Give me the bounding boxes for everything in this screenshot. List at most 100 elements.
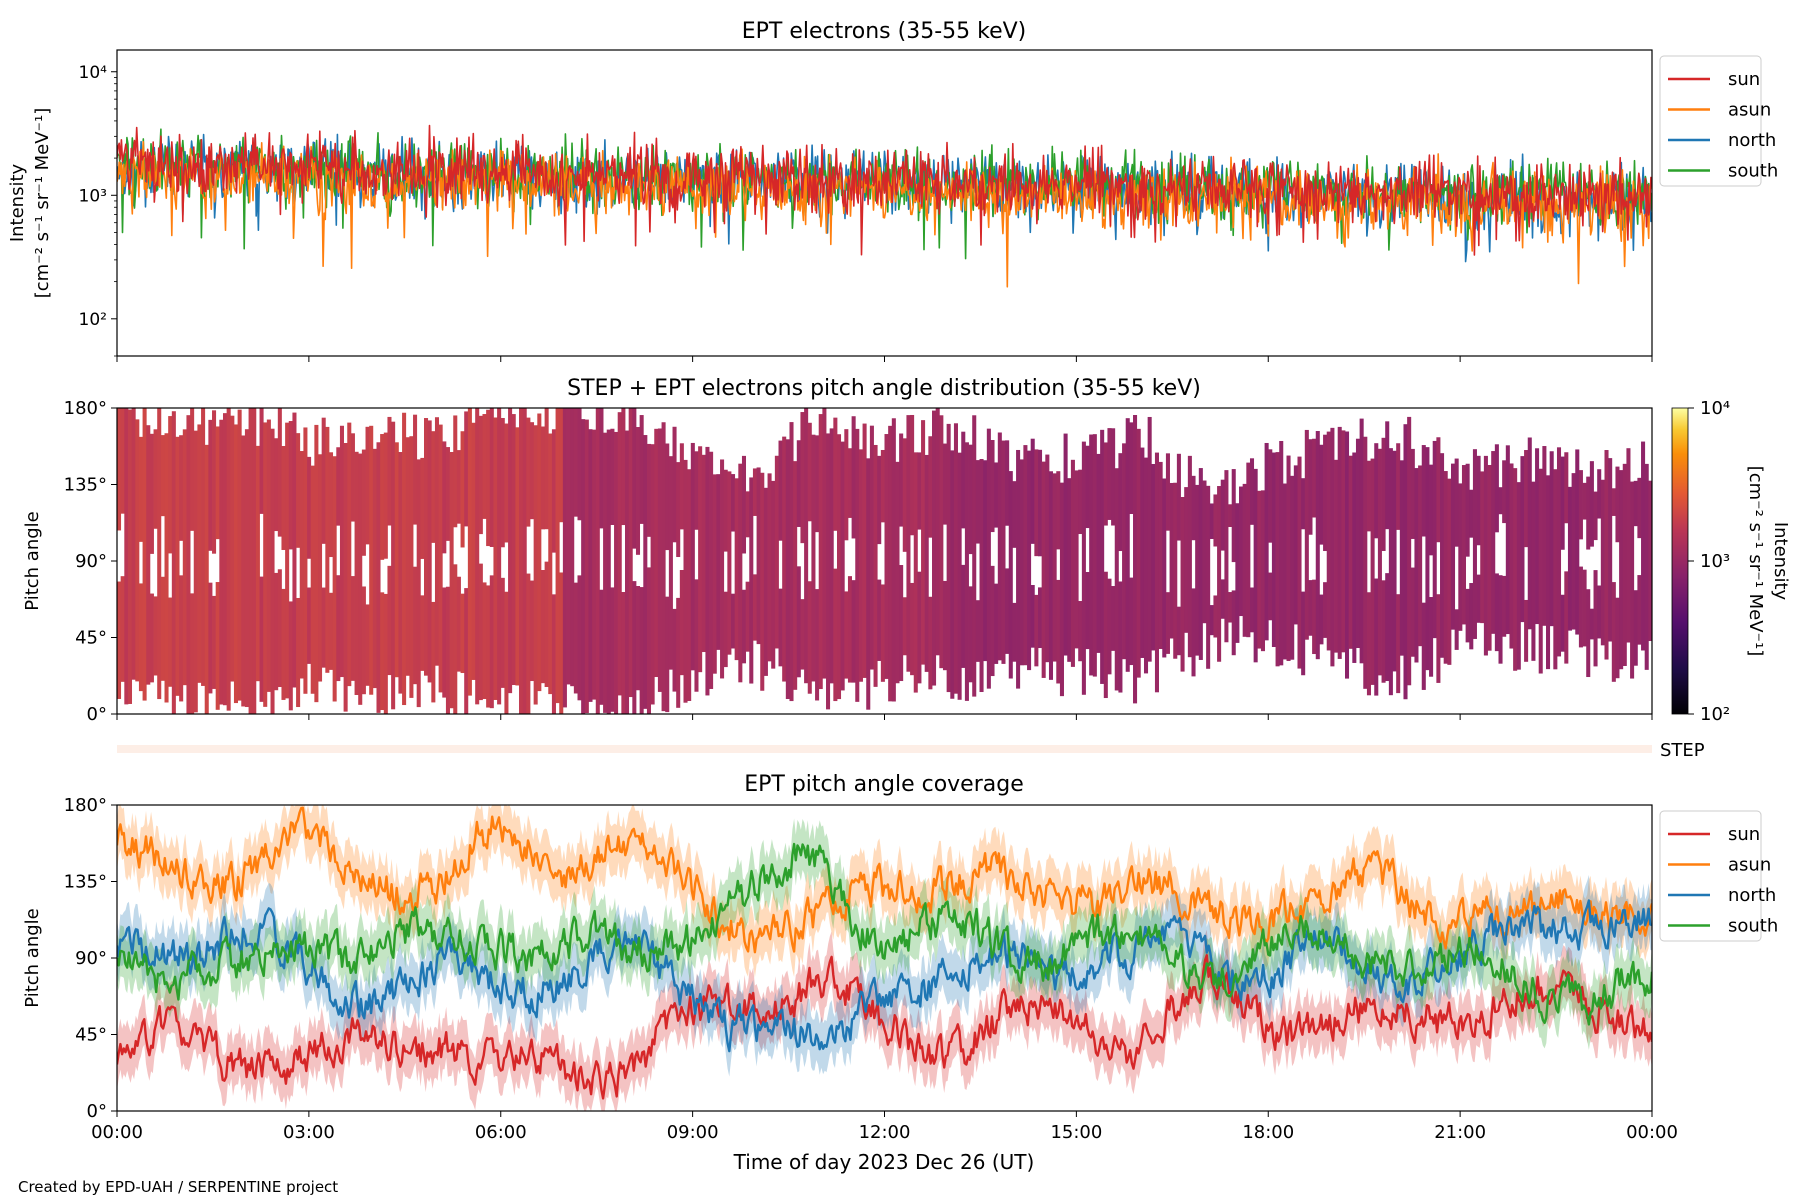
heatmap-cell — [1323, 582, 1328, 638]
panel2-x-ticks — [116, 714, 1653, 720]
heatmap-cell — [1582, 569, 1587, 647]
heatmap-cell — [1582, 482, 1587, 520]
heatmap-cell — [815, 589, 820, 701]
heatmap-cell — [614, 431, 619, 714]
heatmap-cell — [212, 410, 217, 554]
heatmap-cell — [475, 408, 480, 705]
x-tick-label: 06:00 — [475, 1122, 527, 1143]
heatmap-cell — [1279, 440, 1284, 666]
heatmap-cell — [1154, 452, 1159, 693]
heatmap-cell — [1122, 443, 1127, 660]
heatmap-cell — [573, 582, 578, 694]
heatmap-cell — [489, 408, 494, 547]
heatmap-cell — [1231, 469, 1236, 563]
heatmap-cell — [486, 409, 491, 547]
heatmap-cell — [1337, 426, 1342, 659]
heatmap-cell — [1494, 573, 1499, 652]
heatmap-cell — [1615, 597, 1620, 679]
heatmap-cell — [829, 428, 834, 684]
heatmap-cell — [818, 414, 823, 690]
heatmap-cell — [939, 415, 944, 669]
heatmap-cell — [635, 586, 641, 691]
heatmap-cell — [508, 408, 513, 694]
heatmap-cell — [994, 583, 999, 664]
heatmap-cell — [1308, 580, 1313, 636]
heatmap-cell — [303, 427, 308, 694]
panel3-ylabel: Pitch angle — [22, 908, 43, 1007]
heatmap-cell — [1593, 570, 1598, 667]
heatmap-cell — [1191, 588, 1196, 677]
heatmap-cell — [891, 418, 896, 702]
heatmap-cell — [153, 429, 158, 529]
heatmap-cell — [230, 415, 235, 682]
heatmap-cell — [1611, 488, 1616, 516]
heatmap-cell — [237, 409, 242, 701]
heatmap-cell — [233, 424, 238, 704]
heatmap-cell — [1630, 481, 1635, 679]
heatmap-cell — [1560, 594, 1565, 652]
heatmap-cell — [1070, 459, 1075, 667]
heatmap-cell — [687, 469, 692, 701]
heatmap-cell — [1326, 431, 1331, 651]
heatmap-cell — [720, 459, 725, 679]
y-tick-label: 45° — [75, 1025, 107, 1046]
heatmap-cell — [562, 408, 567, 708]
heatmap-cell — [120, 408, 125, 514]
heatmap-cell — [1213, 494, 1218, 547]
heatmap-cell — [413, 414, 418, 525]
heatmap-cell — [1556, 447, 1562, 657]
heatmap-cell — [1567, 486, 1572, 631]
y-tick-label: 135° — [64, 872, 107, 893]
heatmap-cell — [1498, 575, 1503, 664]
heatmap-cell — [694, 579, 699, 692]
panel2-title: STEP + EPT electrons pitch angle distrib… — [567, 376, 1201, 401]
heatmap-cell — [961, 431, 966, 529]
heatmap-cell — [1001, 440, 1006, 664]
panel3-legend: sun asun north south — [1659, 810, 1778, 942]
heatmap-cell — [858, 449, 863, 682]
heatmap-cell — [668, 456, 673, 670]
heatmap-cell — [921, 420, 926, 665]
heatmap-cell — [383, 432, 388, 559]
heatmap-cell — [1454, 609, 1459, 650]
heatmap-cell — [1410, 567, 1415, 657]
heatmap-cell — [709, 451, 714, 689]
heatmap-cell — [1103, 442, 1108, 526]
heatmap-cell — [986, 428, 991, 689]
heatmap-cell — [1125, 418, 1130, 672]
heatmap-cell — [179, 575, 184, 702]
heatmap-cell — [1217, 486, 1222, 662]
colorbar: 10² 10³ 10⁴ Intensity [cm⁻² s⁻¹ sr⁻¹ MeV⁻¹… — [1671, 398, 1791, 725]
heatmap-cell — [932, 410, 937, 686]
heatmap-cell — [1030, 585, 1035, 648]
colorbar-label-line2: [cm⁻² s⁻¹ sr⁻¹ MeV⁻¹] — [1745, 466, 1766, 657]
heatmap-cell — [716, 474, 721, 650]
heatmap-cell — [1458, 483, 1463, 631]
heatmap-cell — [1443, 471, 1448, 664]
heatmap-cell — [1202, 480, 1207, 624]
heatmap-cell — [193, 430, 198, 713]
heatmap-cell — [361, 449, 366, 556]
heatmap-cell — [584, 419, 589, 714]
heatmap-cell — [1450, 463, 1456, 630]
heatmap-cell — [358, 453, 363, 705]
y-tick-label: 90° — [75, 948, 107, 969]
heatmap-cell — [595, 408, 600, 714]
heatmap-cell — [961, 564, 966, 668]
heatmap-cell — [321, 417, 326, 544]
heatmap-cell — [453, 564, 458, 714]
heatmap-cell — [1421, 445, 1426, 537]
heatmap-cell — [1264, 442, 1269, 641]
heatmap-cell — [467, 408, 472, 696]
heatmap-cell — [1056, 471, 1061, 550]
heatmap-cell — [913, 452, 918, 693]
heatmap-cell — [997, 432, 1002, 661]
heatmap-cell — [1330, 427, 1335, 667]
heatmap-cell — [731, 474, 736, 532]
heatmap-cell — [705, 446, 710, 696]
coverage-band-sun — [117, 929, 1652, 1111]
legend-label-sun: sun — [1728, 824, 1760, 845]
panel1-legend: sun asun north south — [1659, 55, 1778, 187]
heatmap-cell — [149, 433, 154, 554]
heatmap-cell — [1524, 599, 1529, 662]
